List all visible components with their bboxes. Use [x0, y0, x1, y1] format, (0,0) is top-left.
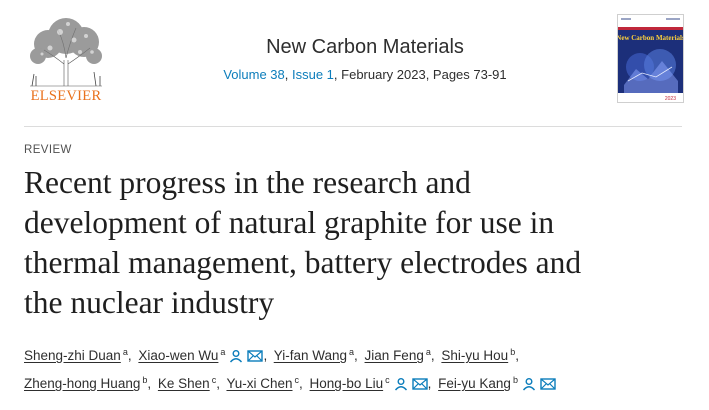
- author-name-link[interactable]: Shi-yu Hou: [441, 348, 509, 363]
- author: Shi-yu Hou b: [441, 347, 516, 363]
- affiliation-marker[interactable]: a: [349, 347, 355, 357]
- author: Fei-yu Kang b: [438, 375, 556, 391]
- cover-title: New Carbon Materials: [618, 34, 683, 42]
- author-name-link[interactable]: Xiao-wen Wu: [138, 348, 219, 363]
- author-separator: ,: [430, 348, 435, 363]
- author-separator: ,: [216, 376, 220, 391]
- title-line: development of natural graphite for use …: [24, 205, 555, 240]
- affiliation-marker[interactable]: c: [211, 375, 217, 385]
- author-separator: ,: [299, 376, 303, 391]
- affiliation-marker[interactable]: b: [142, 375, 148, 385]
- author: Yu-xi Chen c: [226, 375, 300, 391]
- title-line: thermal management, battery electrodes a…: [24, 245, 582, 280]
- author-separator: ,: [515, 348, 519, 363]
- article-title: Recent progress in the research and deve…: [24, 163, 684, 323]
- author: Yi-fan Wang a: [273, 347, 355, 363]
- author-name-link[interactable]: Sheng-zhi Duan: [24, 348, 121, 363]
- elsevier-logo[interactable]: ELSEVIER: [24, 12, 108, 106]
- author: Xiao-wen Wu a: [138, 347, 264, 363]
- author-separator: ,: [127, 348, 132, 363]
- email-icon[interactable]: [411, 377, 428, 391]
- journal-meta: Volume 38, Issue 1, February 2023, Pages…: [200, 67, 530, 82]
- author: Sheng-zhi Duan a: [24, 347, 128, 363]
- date-pages: , February 2023, Pages 73-91: [333, 67, 507, 82]
- affiliation-marker[interactable]: b: [512, 375, 518, 385]
- tree-icon: [24, 12, 108, 88]
- email-icon[interactable]: [540, 377, 556, 391]
- author-separator: ,: [263, 348, 268, 363]
- publisher-name: ELSEVIER: [30, 88, 102, 104]
- affiliation-marker[interactable]: a: [425, 347, 431, 357]
- email-icon[interactable]: [247, 349, 264, 363]
- title-line: Recent progress in the research and: [24, 165, 471, 200]
- person-icon[interactable]: [522, 377, 536, 391]
- author: Jian Feng a: [364, 347, 431, 363]
- header-divider: [24, 126, 682, 127]
- author: Ke Shen c: [157, 375, 217, 391]
- article-type: REVIEW: [24, 144, 72, 156]
- author: Zheng-hong Huang b: [24, 375, 148, 391]
- journal-title-link[interactable]: New Carbon Materials: [266, 36, 464, 58]
- affiliation-marker[interactable]: b: [510, 347, 516, 357]
- author-name-link[interactable]: Hong-bo Liu: [309, 376, 384, 391]
- person-icon[interactable]: [229, 349, 243, 363]
- author-name-link[interactable]: Zheng-hong Huang: [24, 376, 141, 391]
- person-icon[interactable]: [394, 377, 408, 391]
- meta-separator: ,: [284, 67, 292, 82]
- author-name-link[interactable]: Yu-xi Chen: [226, 376, 293, 391]
- author-name-link[interactable]: Ke Shen: [157, 376, 210, 391]
- cover-image: New Carbon Materials 2023: [618, 15, 683, 102]
- author-list: Sheng-zhi Duan a, Xiao-wen Wu a, Yi-fan Wa…: [24, 340, 684, 396]
- author-separator: ,: [147, 376, 152, 391]
- affiliation-marker[interactable]: a: [122, 347, 128, 357]
- journal-info: New Carbon Materials Volume 38, Issue 1,…: [200, 36, 530, 82]
- title-line: the nuclear industry: [24, 285, 275, 320]
- affiliation-marker[interactable]: c: [294, 375, 300, 385]
- affiliation-marker[interactable]: a: [220, 347, 226, 357]
- author-name-link[interactable]: Yi-fan Wang: [273, 348, 347, 363]
- author-name-link[interactable]: Jian Feng: [364, 348, 424, 363]
- cover-year: 2023: [665, 96, 676, 102]
- author: Hong-bo Liu c: [309, 375, 428, 391]
- volume-link[interactable]: Volume 38: [223, 67, 285, 82]
- issue-link[interactable]: Issue 1: [292, 67, 334, 82]
- journal-cover[interactable]: New Carbon Materials 2023: [617, 14, 684, 103]
- author-name-link[interactable]: Fei-yu Kang: [438, 376, 511, 391]
- article-header: ELSEVIER New Carbon Materials Volume 38,…: [0, 0, 709, 126]
- affiliation-marker[interactable]: c: [385, 375, 390, 385]
- author-separator: ,: [427, 376, 432, 391]
- author-separator: ,: [354, 348, 358, 363]
